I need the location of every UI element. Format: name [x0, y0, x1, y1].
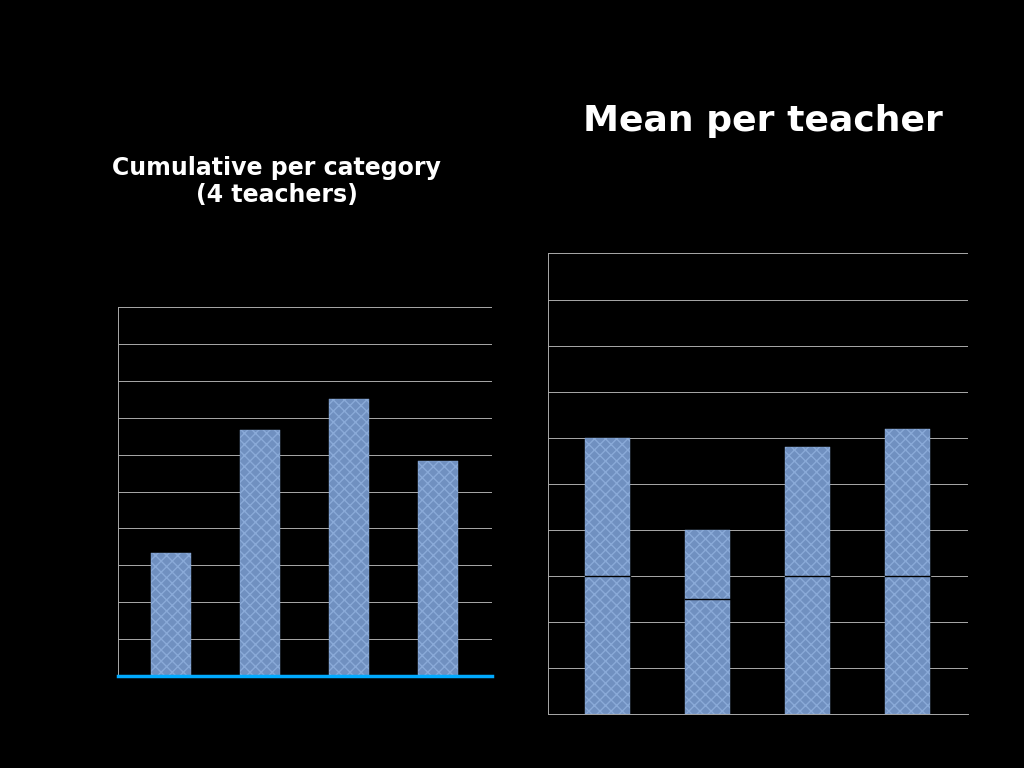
Bar [152, 553, 191, 676]
Bar [329, 399, 370, 676]
Bar [685, 530, 730, 714]
Bar [586, 438, 631, 714]
Bar [785, 447, 830, 714]
Text: Cumulative per category
(4 teachers): Cumulative per category (4 teachers) [112, 156, 441, 207]
Bar [240, 430, 281, 676]
Bar [418, 461, 458, 676]
Text: Mean per teacher: Mean per teacher [583, 104, 943, 138]
Bar [885, 429, 930, 714]
